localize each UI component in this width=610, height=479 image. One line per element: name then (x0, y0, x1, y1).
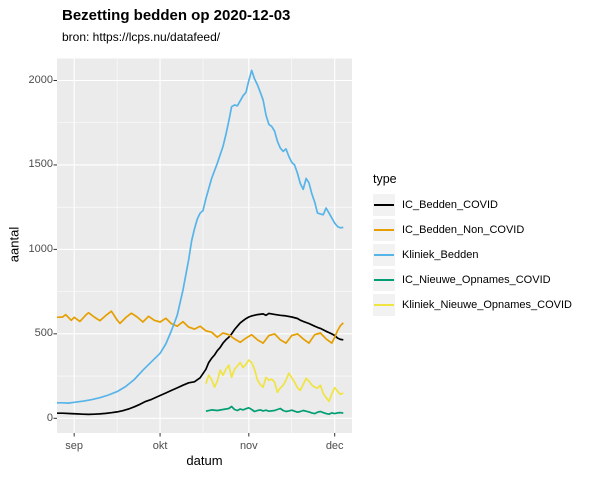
legend-label: IC_Bedden_COVID (402, 199, 498, 211)
legend-key-swatch (373, 269, 395, 291)
chart-title: Bezetting bedden op 2020-12-03 (62, 7, 291, 24)
y-tick-label-1000: 1000 (28, 242, 53, 255)
legend-item: IC_Bedden_COVID (373, 194, 572, 216)
y-tick-label-500: 500 (34, 327, 53, 340)
legend-label: Kliniek_Bedden (402, 249, 479, 261)
y-tick-label-0: 0 (46, 411, 53, 424)
line-swatch-icon (374, 279, 394, 281)
chart-subtitle: bron: https://lcps.nu/datafeed/ (62, 30, 221, 44)
legend-item: Kliniek_Bedden (373, 244, 572, 266)
y-tick-label-1500: 1500 (28, 158, 53, 171)
x-axis-title: datum (186, 453, 223, 468)
x-tick-label-dec: dec (325, 440, 344, 452)
legend-item: Kliniek_Nieuwe_Opnames_COVID (373, 294, 572, 316)
legend-item: IC_Nieuwe_Opnames_COVID (373, 269, 572, 291)
legend-title: type (373, 172, 397, 186)
legend-key-swatch (373, 294, 395, 316)
x-tick-label-sep: sep (65, 440, 84, 452)
x-tick-label-okt: okt (152, 440, 168, 452)
line-swatch-icon (374, 304, 394, 306)
legend: type IC_Bedden_COVID IC_Bedden_Non_COVID… (373, 172, 572, 316)
line-swatch-icon (374, 254, 394, 256)
y-tick-label-2000: 2000 (28, 74, 53, 86)
line-swatch-icon (374, 229, 394, 231)
legend-key-swatch (373, 219, 395, 241)
legend-label: IC_Nieuwe_Opnames_COVID (402, 274, 551, 286)
line-swatch-icon (374, 204, 394, 206)
legend-key-swatch (373, 194, 395, 216)
x-tick-label-nov: nov (239, 440, 258, 452)
legend-item: IC_Bedden_Non_COVID (373, 219, 572, 241)
legend-label: IC_Bedden_Non_COVID (402, 224, 525, 236)
legend-key-swatch (373, 244, 395, 266)
legend-label: Kliniek_Nieuwe_Opnames_COVID (402, 299, 572, 311)
